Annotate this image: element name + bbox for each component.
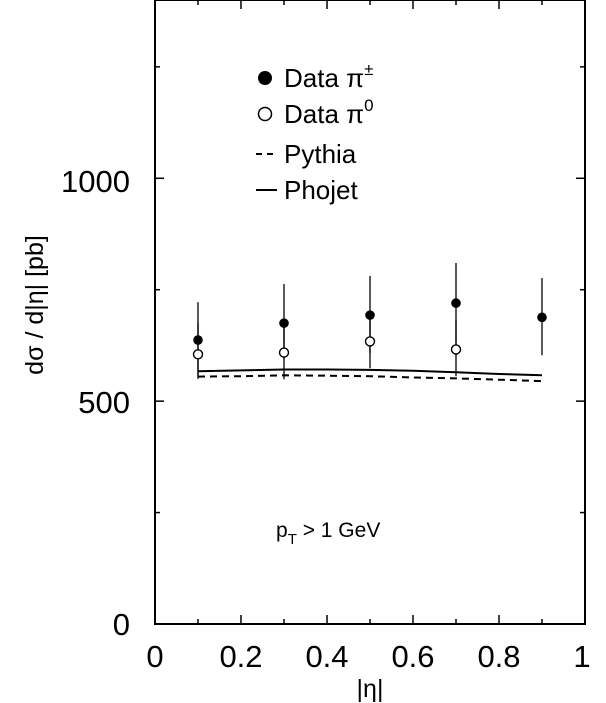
legend-marker-open	[257, 106, 273, 122]
data-point	[451, 298, 461, 308]
x-tick-label: 0.6	[391, 639, 434, 674]
legend-marker-filled	[258, 71, 272, 85]
x-tick-label: 0	[146, 639, 163, 674]
y-tick-label: 500	[78, 385, 130, 420]
x-tick-labels: 0 0.2 0.4 0.6 0.8 1	[146, 639, 590, 674]
annotation-main: p	[276, 519, 288, 542]
annotation-rest: > 1 GeV	[297, 519, 380, 542]
x-tick-label: 1	[573, 639, 590, 674]
x-tick-label: 0.8	[477, 639, 520, 674]
x-tick-label: 0.2	[219, 639, 262, 674]
legend: Data π± Data π0 Pythia Phojet	[256, 60, 374, 205]
data-point	[278, 347, 290, 358]
annotation: pT > 1 GeV	[276, 519, 380, 548]
y-tick-label: 1000	[61, 164, 130, 199]
series-line-phojet	[197, 368, 543, 377]
legend-label-sup: 0	[364, 96, 373, 115]
legend-label-main: Data π	[284, 63, 364, 93]
legend-label-main: Data π	[284, 99, 364, 129]
plot-frame	[154, 0, 586, 625]
data-point	[450, 344, 462, 355]
data-point	[537, 312, 547, 323]
annotation-sub: T	[288, 531, 297, 548]
y-tick-label: 0	[113, 607, 130, 642]
series-layer	[192, 262, 547, 383]
data-point	[192, 349, 204, 360]
y-tick-labels: 0 500 1000	[61, 164, 130, 642]
x-tick-label: 0.4	[305, 639, 348, 674]
y-axis-title: dσ / d|η| [pb]	[21, 235, 49, 375]
legend-label: Data π±	[284, 60, 373, 93]
series-line-pythia	[197, 374, 543, 383]
legend-label: Phojet	[284, 175, 358, 205]
data-point	[364, 336, 376, 347]
x-axis-title: |η|	[357, 675, 384, 703]
legend-label: Data π0	[284, 96, 374, 129]
legend-label-sup: ±	[364, 60, 373, 79]
legend-label: Pythia	[284, 139, 357, 169]
